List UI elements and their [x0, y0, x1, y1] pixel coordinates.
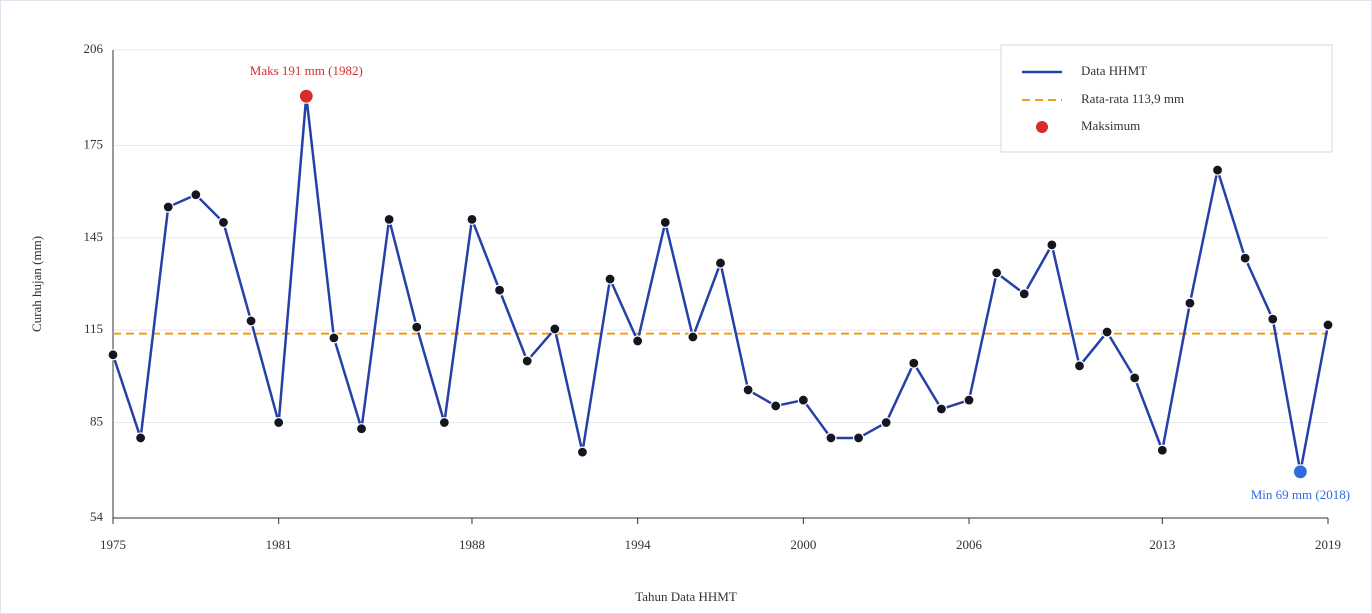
x-tick-label: 2000 [790, 537, 816, 552]
y-axis-label: Curah hujan (mm) [29, 236, 44, 332]
x-tick-label: 1981 [266, 537, 292, 552]
point [383, 213, 395, 225]
legend-box [1000, 44, 1333, 153]
y-tick-label: 206 [84, 41, 104, 56]
point [217, 216, 230, 229]
point [1018, 288, 1030, 300]
y-tick-label: 54 [90, 509, 104, 524]
point [797, 394, 809, 406]
point [576, 446, 589, 458]
point [825, 432, 837, 444]
point [162, 201, 174, 213]
x-axis-label: Tahun Data HHMT [635, 589, 737, 604]
point [852, 432, 865, 444]
point [935, 403, 948, 415]
point [880, 416, 892, 429]
point [604, 273, 616, 285]
y-tick-label: 175 [84, 136, 104, 151]
point [659, 216, 671, 229]
x-tick-label: 1988 [459, 537, 485, 552]
point [549, 323, 561, 335]
max-point [298, 88, 314, 104]
point [687, 331, 699, 343]
point [1322, 319, 1334, 331]
point [190, 189, 202, 201]
point [411, 321, 423, 333]
legend-label: Rata-rata 113,9 mm [1081, 91, 1184, 106]
point [963, 394, 975, 406]
point [1156, 444, 1168, 456]
point [1073, 360, 1086, 372]
point [1184, 297, 1196, 309]
point [1239, 252, 1251, 264]
legend-label: Maksimum [1081, 118, 1140, 133]
x-tick-label: 2013 [1149, 537, 1175, 552]
point [521, 355, 533, 367]
x-tick-label: 2019 [1315, 537, 1341, 552]
point [1101, 326, 1113, 338]
point [273, 416, 285, 429]
point [466, 213, 478, 225]
min-point [1292, 464, 1308, 480]
y-tick-label: 145 [84, 229, 104, 244]
min-annotation: Min 69 mm (2018) [1251, 487, 1350, 502]
point [245, 315, 257, 327]
point [770, 400, 782, 412]
y-tick-label: 115 [84, 321, 103, 336]
point [991, 267, 1003, 279]
point [632, 335, 644, 347]
point [742, 384, 754, 396]
point [714, 257, 727, 269]
point [355, 423, 368, 435]
x-tick-label: 1994 [625, 537, 652, 552]
y-tick-label: 85 [90, 414, 103, 429]
legend-swatch [1036, 121, 1048, 133]
point [1267, 313, 1279, 325]
point [135, 432, 147, 444]
point [493, 284, 506, 296]
point [1211, 164, 1224, 176]
legend-label: Data HHMT [1081, 63, 1147, 78]
x-tick-label: 1975 [100, 537, 126, 552]
point [328, 332, 340, 344]
point [438, 416, 450, 429]
max-annotation: Maks 191 mm (1982) [250, 63, 363, 78]
point [1046, 239, 1058, 251]
point [1129, 372, 1141, 384]
point [908, 357, 920, 369]
x-tick-label: 2006 [956, 537, 983, 552]
point [107, 349, 119, 361]
